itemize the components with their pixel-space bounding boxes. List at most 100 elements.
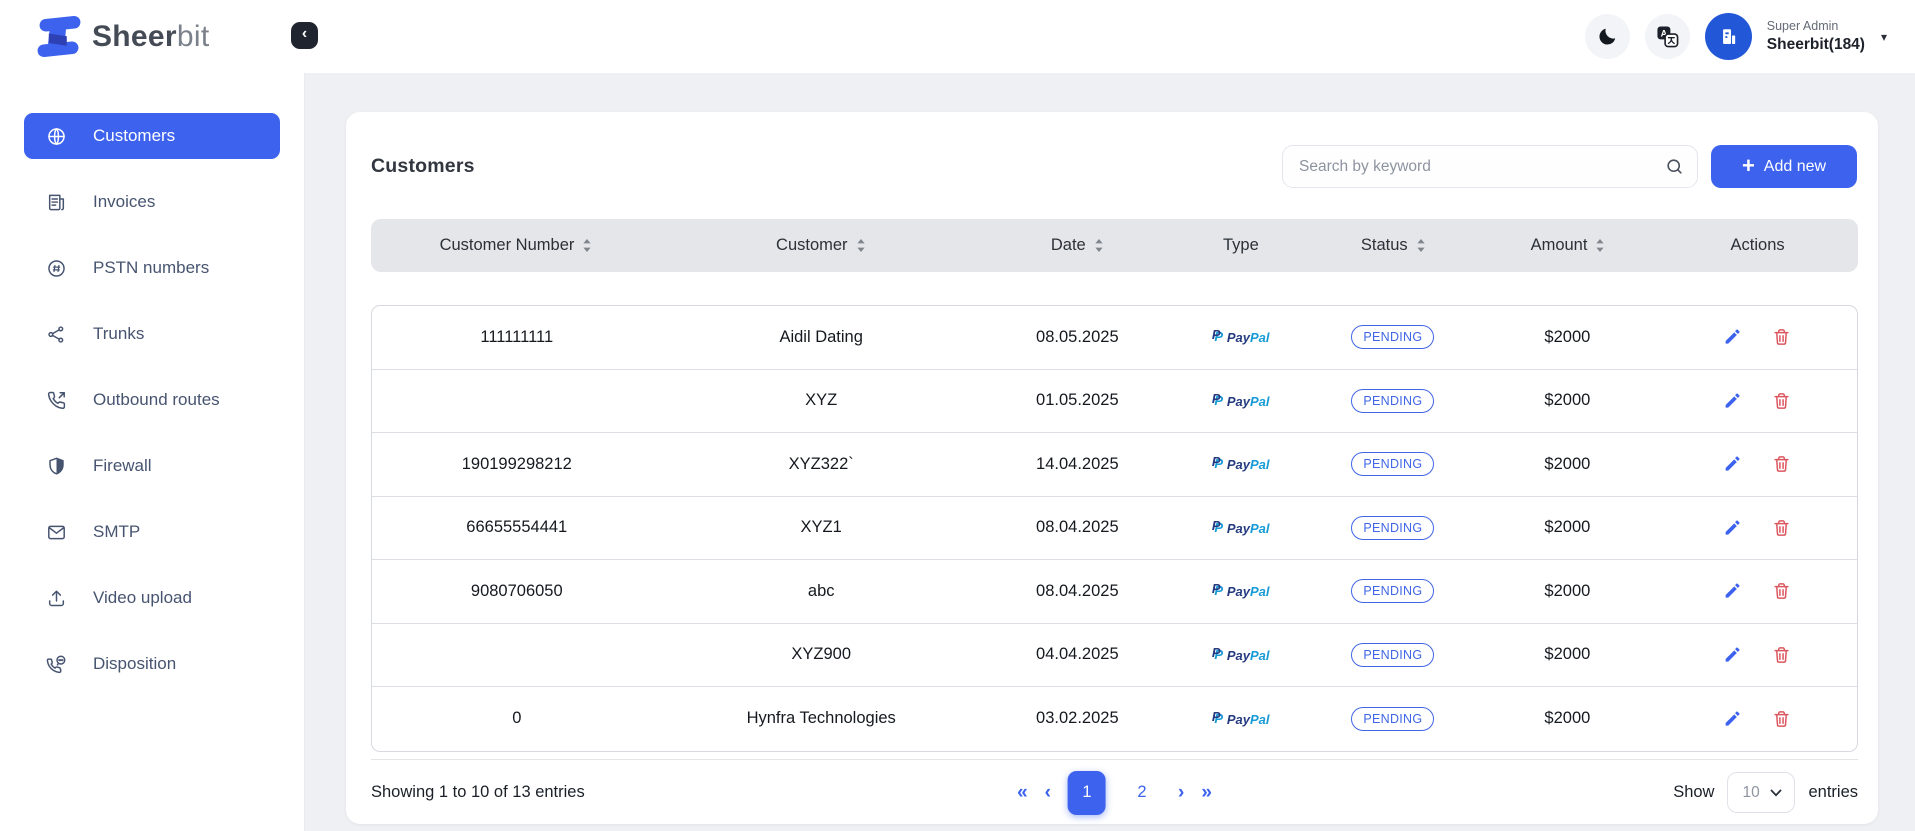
column-header-status[interactable]: Status xyxy=(1308,236,1479,255)
table-body: 111111111Aidil Dating08.05.2025PPPayPalP… xyxy=(371,305,1858,752)
paypal-logo: PPPayPal xyxy=(1212,645,1270,663)
edit-pencil-icon xyxy=(1723,709,1742,728)
table-row: 190199298212XYZ322`14.04.2025PPPayPalPEN… xyxy=(372,433,1857,497)
delete-row-button[interactable] xyxy=(1772,645,1791,665)
add-new-label: Add new xyxy=(1764,158,1826,176)
sidebar-item-label: Trunks xyxy=(93,324,144,344)
user-account: Sheerbit(184) xyxy=(1767,35,1865,55)
table-row: 111111111Aidil Dating08.05.2025PPPayPalP… xyxy=(372,306,1857,370)
sidebar-item-invoices[interactable]: Invoices xyxy=(24,179,280,225)
delete-row-button[interactable] xyxy=(1772,709,1791,729)
edit-pencil-icon xyxy=(1723,454,1742,473)
chevron-left-icon: ‹ xyxy=(302,26,307,42)
main-content: Customers + Add new Customer NumberCusto… xyxy=(305,73,1915,831)
brand-logo: Sheerbit xyxy=(36,16,209,58)
user-menu[interactable]: Super Admin Sheerbit(184) xyxy=(1767,18,1865,54)
column-header-date[interactable]: Date xyxy=(981,236,1174,255)
status-badge: PENDING xyxy=(1351,516,1434,540)
column-header-customer[interactable]: Customer xyxy=(661,236,981,255)
customers-card: Customers + Add new Customer NumberCusto… xyxy=(346,112,1878,824)
sidebar-item-trunks[interactable]: Trunks xyxy=(24,311,280,357)
next-page-button[interactable]: › xyxy=(1178,782,1184,804)
sidebar-collapse-button[interactable]: ‹ xyxy=(291,22,318,49)
type-cell: PPPayPal xyxy=(1174,327,1308,347)
page-size-value: 10 xyxy=(1742,784,1759,802)
actions-cell xyxy=(1656,709,1856,729)
column-label: Status xyxy=(1361,236,1408,255)
delete-row-button[interactable] xyxy=(1772,581,1791,601)
sort-icon xyxy=(1094,238,1104,253)
customer-cell: Hynfra Technologies xyxy=(662,709,981,728)
column-header-actions: Actions xyxy=(1657,236,1858,255)
page-button-1[interactable]: 1 xyxy=(1068,771,1106,815)
sidebar-item-label: Invoices xyxy=(93,192,155,212)
delete-row-button[interactable] xyxy=(1772,327,1791,347)
amount-cell: $2000 xyxy=(1478,391,1656,410)
customer-cell: abc xyxy=(662,582,981,601)
sidebar-item-pstn-numbers[interactable]: PSTN numbers xyxy=(24,245,280,291)
customer-number-cell: 111111111 xyxy=(372,328,662,347)
column-header-customer-number[interactable]: Customer Number xyxy=(371,236,661,255)
edit-row-button[interactable] xyxy=(1723,709,1742,729)
status-badge: PENDING xyxy=(1351,389,1434,413)
globe-icon xyxy=(46,126,67,147)
sidebar-item-disposition[interactable]: Disposition xyxy=(24,641,280,687)
edit-row-button[interactable] xyxy=(1723,391,1742,411)
phone-outgoing-icon xyxy=(46,390,67,411)
paypal-logo: PPPayPal xyxy=(1212,454,1270,472)
sidebar-item-outbound-routes[interactable]: Outbound routes xyxy=(24,377,280,423)
delete-row-button[interactable] xyxy=(1772,454,1791,474)
status-badge: PENDING xyxy=(1351,643,1434,667)
status-cell: PENDING xyxy=(1308,579,1479,603)
prev-page-button[interactable]: ‹ xyxy=(1045,782,1051,804)
customer-cell: XYZ1 xyxy=(662,518,981,537)
share-network-icon xyxy=(46,324,67,345)
page-button-2[interactable]: 2 xyxy=(1123,771,1161,815)
paypal-logo: PPPayPal xyxy=(1212,581,1270,599)
sidebar-item-firewall[interactable]: Firewall xyxy=(24,443,280,489)
last-page-button[interactable]: » xyxy=(1201,782,1212,804)
delete-trash-icon xyxy=(1772,709,1791,729)
table-row: XYZ01.05.2025PPPayPalPENDING$2000 xyxy=(372,370,1857,434)
status-cell: PENDING xyxy=(1308,707,1479,731)
language-toggle[interactable]: A xyxy=(1645,14,1690,59)
column-label: Actions xyxy=(1731,236,1785,255)
table-row: XYZ90004.04.2025PPPayPalPENDING$2000 xyxy=(372,624,1857,688)
delete-trash-icon xyxy=(1772,454,1791,474)
add-new-button[interactable]: + Add new xyxy=(1711,145,1857,188)
moon-icon xyxy=(1597,26,1618,47)
status-badge: PENDING xyxy=(1351,325,1434,349)
edit-row-button[interactable] xyxy=(1723,645,1742,665)
column-header-amount[interactable]: Amount xyxy=(1479,236,1657,255)
table-scrollbar[interactable] xyxy=(371,759,1858,760)
sidebar-item-video-upload[interactable]: Video upload xyxy=(24,575,280,621)
edit-pencil-icon xyxy=(1723,581,1742,600)
sidebar-item-label: Customers xyxy=(93,126,175,146)
edit-pencil-icon xyxy=(1723,391,1742,410)
pagination: « ‹ 12 › » xyxy=(1017,771,1212,815)
delete-row-button[interactable] xyxy=(1772,391,1791,411)
edit-row-button[interactable] xyxy=(1723,454,1742,474)
column-label: Customer Number xyxy=(440,236,575,255)
show-label: Show xyxy=(1673,783,1714,802)
first-page-button[interactable]: « xyxy=(1017,782,1028,804)
sidebar-nav: Customers Invoices PSTN numbers Trunks Outbo… xyxy=(0,73,304,687)
edit-pencil-icon xyxy=(1723,327,1742,346)
edit-row-button[interactable] xyxy=(1723,327,1742,347)
page-size-select[interactable]: 10 xyxy=(1727,772,1795,813)
sort-icon xyxy=(856,238,866,253)
edit-row-button[interactable] xyxy=(1723,581,1742,601)
avatar[interactable] xyxy=(1705,13,1752,60)
entries-label: entries xyxy=(1808,783,1858,802)
showing-entries-text: Showing 1 to 10 of 13 entries xyxy=(371,783,585,802)
sort-icon xyxy=(1416,238,1426,253)
table-row: 0Hynfra Technologies03.02.2025PPPayPalPE… xyxy=(372,687,1857,751)
caret-down-icon[interactable]: ▾ xyxy=(1881,30,1887,44)
edit-row-button[interactable] xyxy=(1723,518,1742,538)
search-input[interactable] xyxy=(1282,145,1698,188)
sidebar-item-label: SMTP xyxy=(93,522,140,542)
sidebar-item-smtp[interactable]: SMTP xyxy=(24,509,280,555)
sidebar-item-customers[interactable]: Customers xyxy=(24,113,280,159)
dark-mode-toggle[interactable] xyxy=(1585,14,1630,59)
delete-row-button[interactable] xyxy=(1772,518,1791,538)
